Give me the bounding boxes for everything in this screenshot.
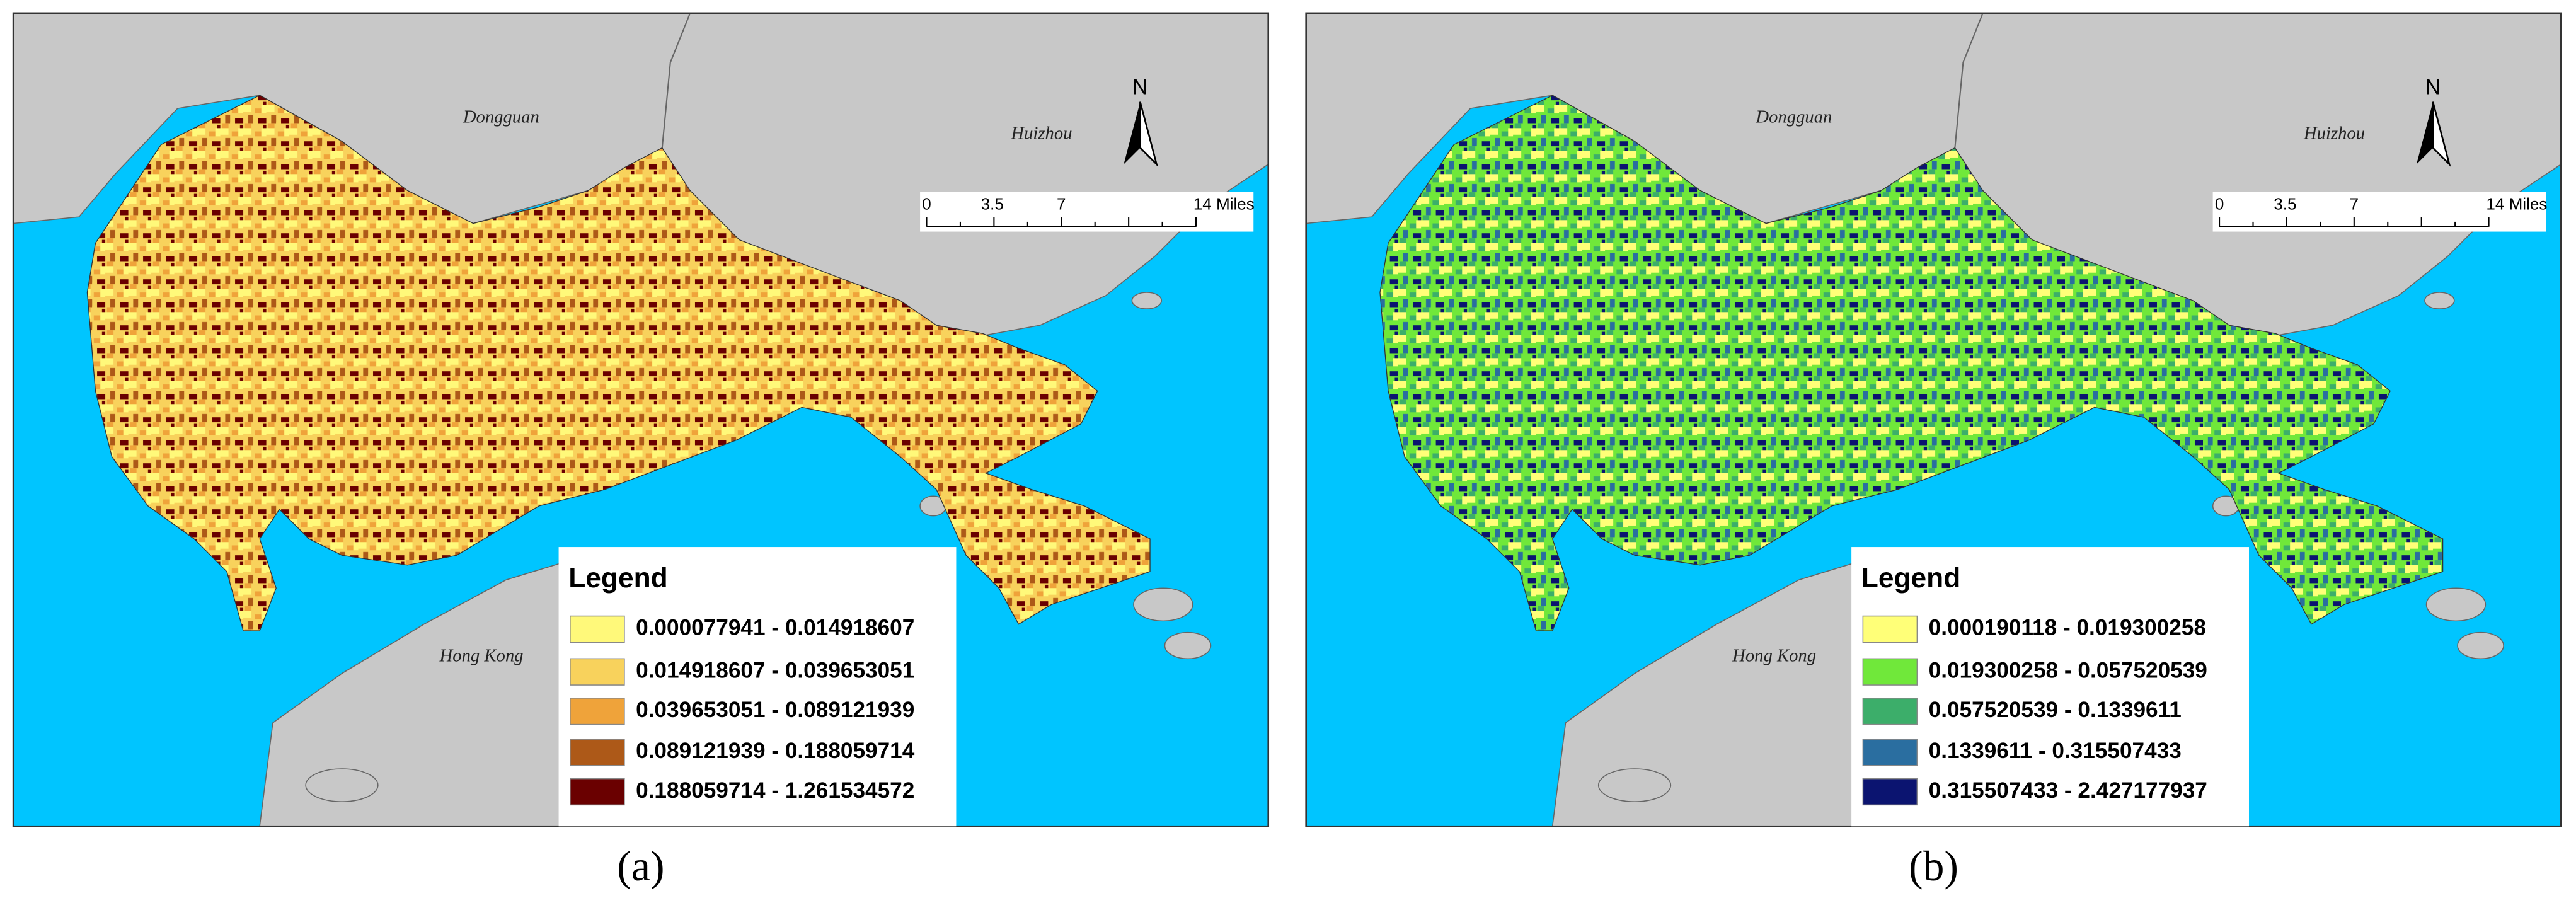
boundary — [661, 13, 691, 148]
legend-swatch — [1862, 739, 1918, 766]
place-label: Dongguan — [463, 106, 539, 127]
north-arrow-left — [1124, 101, 1141, 164]
island — [305, 768, 379, 802]
place-label: Huizhou — [1010, 123, 1072, 143]
legend-box — [1851, 547, 2249, 827]
scale-label: 0 — [2215, 195, 2224, 214]
legend-swatch — [1862, 615, 1918, 643]
island — [1133, 587, 1193, 622]
scale-label: 7 — [2350, 195, 2359, 214]
legend-label: 0.1339611 - 0.315507433 — [1929, 739, 2182, 763]
island — [2425, 587, 2487, 622]
legend-title: Legend — [568, 563, 668, 594]
legend-swatch — [1862, 658, 1918, 686]
panel-caption: (b) — [1909, 843, 1958, 890]
legend-label: 0.089121939 - 0.188059714 — [636, 739, 915, 763]
legend-title: Legend — [1861, 563, 1961, 594]
island — [1597, 768, 1672, 802]
place-label: Hong Kong — [439, 645, 524, 665]
legend-box — [558, 547, 957, 827]
legend-swatch — [1862, 778, 1918, 806]
panel-caption: (a) — [617, 843, 664, 890]
scale-label: 3.5 — [981, 195, 1004, 214]
legend-label: 0.057520539 - 0.1339611 — [1929, 698, 2182, 722]
scale-label: 14 Miles — [2486, 195, 2547, 214]
map-panel: Dongguan Huizhou Hong Kong N 0 3.5 7 14 Miles Le… — [12, 12, 1270, 827]
island — [1131, 292, 1163, 309]
legend-label: 0.315507433 - 2.427177937 — [1929, 778, 2207, 803]
scale-label: 3.5 — [2274, 195, 2296, 214]
legend-swatch — [570, 615, 625, 643]
legend-swatch — [570, 698, 625, 725]
scale-box — [2212, 192, 2546, 232]
legend-label: 0.188059714 - 1.261534572 — [636, 778, 914, 803]
north-arrow-left — [2416, 101, 2433, 164]
legend-swatch — [570, 658, 625, 686]
legend-swatch — [570, 778, 625, 806]
island — [2457, 631, 2504, 660]
legend-label: 0.000077941 - 0.014918607 — [636, 616, 914, 640]
legend-swatch — [1862, 698, 1918, 725]
map-panel: Dongguan Huizhou Hong Kong N 0 3.5 7 14 Miles Le… — [1305, 12, 2562, 827]
place-label: Dongguan — [1755, 106, 1832, 127]
north-label: N — [1132, 76, 1147, 100]
scale-label: 0 — [922, 195, 931, 214]
legend-label: 0.019300258 - 0.057520539 — [1929, 658, 2207, 682]
legend-label: 0.014918607 - 0.039653051 — [636, 658, 914, 682]
legend-swatch — [570, 739, 625, 766]
boundary — [1954, 13, 1984, 148]
north-arrow-right — [2432, 101, 2451, 168]
scale-box — [920, 192, 1254, 232]
north-label: N — [2425, 76, 2441, 100]
legend-label: 0.000190118 - 0.019300258 — [1929, 616, 2206, 640]
legend-label: 0.039653051 - 0.089121939 — [636, 698, 914, 722]
scale-label: 7 — [1057, 195, 1066, 214]
north-arrow-right — [1139, 101, 1158, 168]
island — [2424, 292, 2455, 309]
scale-label: 14 Miles — [1193, 195, 1255, 214]
island — [1164, 631, 1212, 660]
place-label: Huizhou — [2303, 123, 2365, 143]
place-label: Hong Kong — [1732, 645, 1816, 665]
